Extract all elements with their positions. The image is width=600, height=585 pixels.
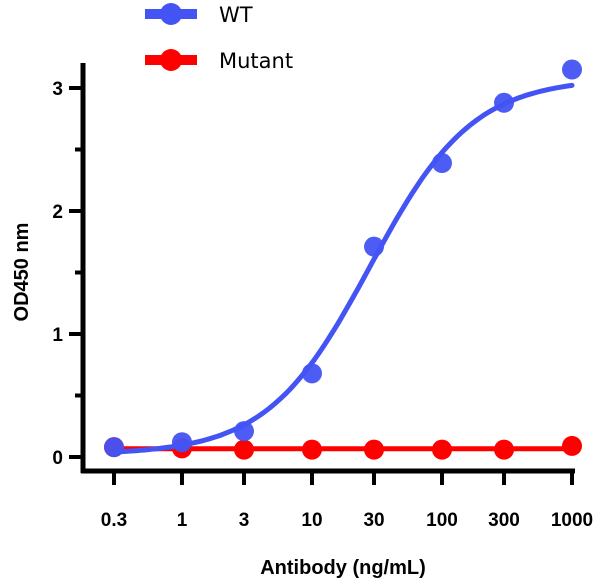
legend-marker-mutant (160, 49, 182, 71)
wt-fit-curve (111, 82, 575, 455)
mutant-point (494, 439, 515, 460)
x-tick-label: 30 (363, 510, 384, 531)
plot-area (104, 59, 582, 460)
legend-label-mutant: Mutant (219, 49, 293, 73)
y-tick-label: 3 (52, 79, 63, 100)
x-tick-label: 10 (301, 510, 322, 531)
mutant-point (234, 439, 255, 460)
y-tick-label: 2 (52, 202, 63, 223)
x-tick-label: 3 (239, 510, 250, 531)
y-axis-label: OD450 nm (11, 223, 33, 322)
x-tick-label: 1000 (551, 510, 593, 531)
mutant-point (301, 439, 322, 460)
wt-point (562, 59, 582, 80)
x-axis-label: Antibody (ng/mL) (260, 557, 426, 579)
mutant-point (562, 435, 582, 456)
x-tick-label: 100 (426, 510, 458, 531)
x-tick-label: 1 (177, 510, 188, 531)
y-tick-label: 1 (52, 325, 63, 346)
legend-label-wt: WT (219, 3, 253, 27)
axes: 0 1 2 3 0.3 1 3 10 30 100 300 1000 (52, 63, 593, 531)
x-tick-label: 0.3 (101, 510, 127, 531)
legend: WT Mutant (145, 3, 293, 73)
legend-marker-wt (160, 3, 182, 25)
x-tick-label: 300 (488, 510, 520, 531)
y-tick-label: 0 (52, 448, 63, 469)
mutant-point (364, 439, 385, 460)
mutant-point (431, 439, 452, 460)
